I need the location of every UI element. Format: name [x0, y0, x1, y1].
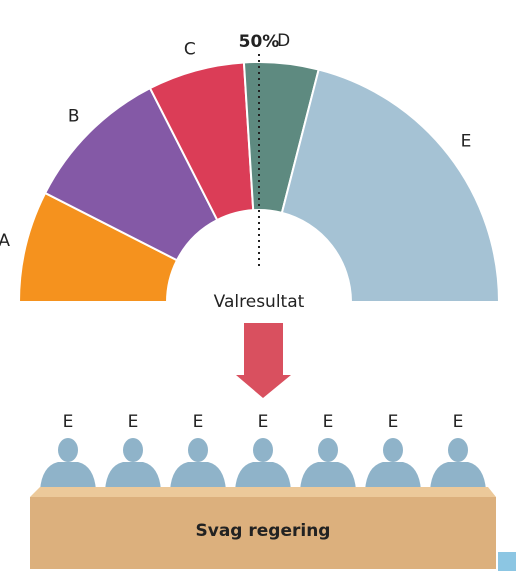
- person-head: [448, 438, 468, 462]
- center-label: Valresultat: [214, 292, 305, 312]
- segment: [282, 70, 499, 302]
- corner-block: [498, 552, 516, 571]
- person: [300, 462, 356, 490]
- person-head: [383, 438, 403, 462]
- member-label: E: [453, 412, 464, 432]
- member-label: E: [258, 412, 269, 432]
- person-head: [188, 438, 208, 462]
- person: [40, 462, 96, 490]
- arrow: [236, 323, 291, 398]
- member-label: E: [128, 412, 139, 432]
- person: [105, 462, 161, 490]
- segment-label: E: [461, 131, 472, 151]
- person-head: [58, 438, 78, 462]
- person: [235, 462, 291, 490]
- member-label: E: [323, 412, 334, 432]
- person: [430, 462, 486, 490]
- person: [365, 462, 421, 490]
- table-top: [30, 487, 496, 497]
- chart: ABCDE50% Valresultat EEEEEEE Svag regeri…: [0, 0, 516, 571]
- person: [170, 462, 226, 490]
- person-head: [253, 438, 273, 462]
- segment-label: A: [0, 231, 10, 251]
- table-label: Svag regering: [196, 521, 331, 541]
- segment-label: B: [68, 107, 80, 127]
- person-head: [318, 438, 338, 462]
- marker-label: 50%: [239, 32, 280, 52]
- member-label: E: [388, 412, 399, 432]
- member-label: E: [63, 412, 74, 432]
- person-head: [123, 438, 143, 462]
- member-label: E: [193, 412, 204, 432]
- segment-label: C: [184, 39, 196, 59]
